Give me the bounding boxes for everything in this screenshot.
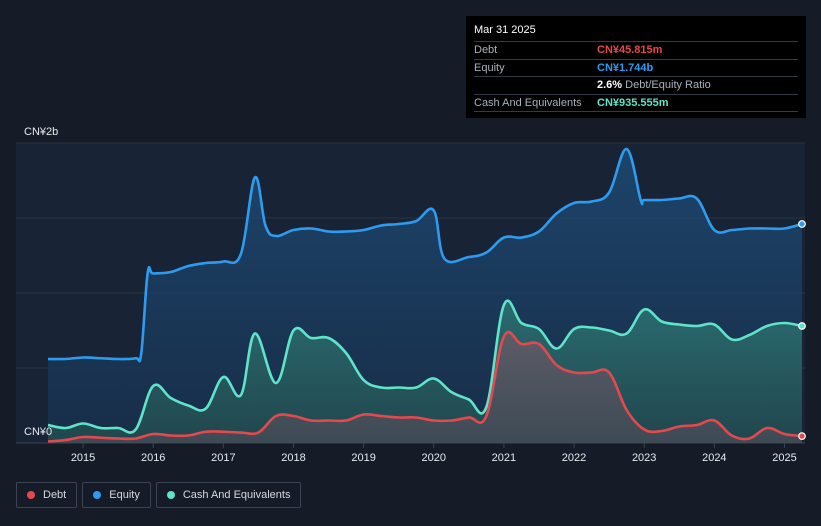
x-axis: 2015 2016 2017 2018 2019 2020 2021 2022 2023 2024… [71,443,797,464]
equity-end-marker [798,220,806,228]
debt-area [48,332,802,443]
x-tick-label: 2025 [772,452,796,464]
tooltip-row-cash: Cash And Equivalents CN¥935.555m [474,93,798,112]
legend-label: Debt [43,489,67,501]
legend-label: Equity [109,489,140,501]
cash-dot-icon [166,491,175,499]
x-tick-label: 2023 [632,452,656,464]
cash-end-marker [798,322,806,330]
tooltip-label: Cash And Equivalents [474,96,582,109]
x-tick-label: 2020 [422,452,446,464]
y-axis-bottom-label: CN¥0 [24,426,52,438]
x-tick-label: 2022 [562,452,586,464]
equity-line [47,147,803,363]
y-axis-top-label: CN¥2b [24,126,58,138]
x-tick-label: 2015 [71,452,95,464]
legend-item-debt[interactable]: Debt [16,482,78,508]
x-tick-label: 2018 [281,452,305,464]
tooltip-value: CN¥1.744b [597,61,654,74]
tooltip-label: Debt [474,44,498,57]
legend-label: Cash And Equivalents [182,489,291,501]
tooltip-label: Equity [474,61,505,74]
x-tick-label: 2019 [351,452,375,464]
cash-line [47,299,803,434]
tooltip-panel: Mar 31 2025 Debt CN¥45.815m Equity CN¥1.… [466,16,806,118]
x-tick-label: 2021 [492,452,516,464]
legend: Debt Equity Cash And Equivalents [16,482,302,508]
debt-line [47,330,803,443]
x-tick-label: 2024 [702,452,726,464]
legend-item-cash[interactable]: Cash And Equivalents [155,482,302,508]
tooltip-date: Mar 31 2025 [474,24,536,36]
tooltip-value: CN¥45.815m [597,44,663,57]
line-layer [47,147,806,443]
area-layer [48,148,802,443]
debt-dot-icon [27,491,35,499]
debt-end-marker [798,432,806,441]
ratio-suffix: Debt/Equity Ratio [622,79,711,92]
x-tick-label: 2016 [141,452,165,464]
tooltip-row-equity: Equity CN¥1.744b [474,58,798,77]
x-tick-label: 2017 [211,452,235,464]
ratio-value: 2.6% [597,79,623,92]
legend-item-equity[interactable]: Equity [82,482,151,508]
tooltip-row-debt: Debt CN¥45.815m [474,41,798,59]
equity-dot-icon [93,491,102,499]
tooltip-row-ratio: 2.6% Debt/Equity Ratio [474,76,798,94]
tooltip-value: CN¥935.555m [597,96,669,109]
tooltip-value: 2.6% Debt/Equity Ratio [597,79,711,91]
